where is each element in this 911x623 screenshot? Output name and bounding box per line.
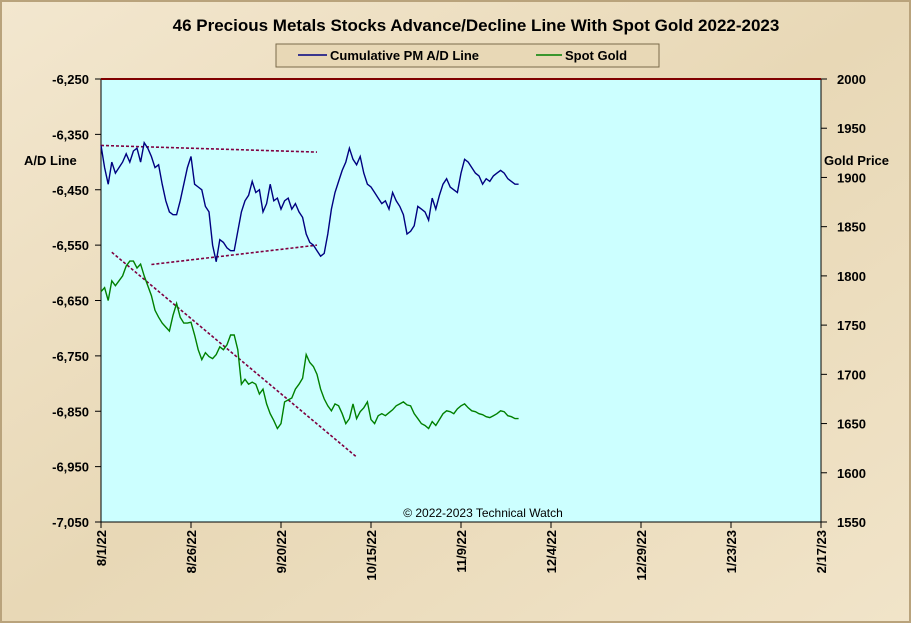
x-tick-label: 8/1/22 [94,530,109,566]
trendline-1 [100,144,318,153]
chart-title: 46 Precious Metals Stocks Advance/Declin… [173,16,780,35]
x-tick-label: 8/26/22 [184,530,199,573]
right-tick-label: 1950 [837,121,866,136]
left-axis: -6,250 -6,350 -6,450 -6,550 -6,650 -6,750 -6,8… [52,72,101,530]
x-tick-label: 2/17/23 [814,530,829,573]
legend-label-ad: Cumulative PM A/D Line [330,48,479,63]
x-tick-label: 11/9/22 [454,530,469,573]
left-tick-label: -6,550 [52,238,89,253]
right-tick-label: 1700 [837,367,866,382]
right-tick-label: 2000 [837,72,866,87]
right-tick-label: 1550 [837,515,866,530]
series-spot-gold [100,260,519,430]
right-axis-label: Gold Price [824,153,889,168]
left-axis-label: A/D Line [24,153,77,168]
trendline-2 [151,244,318,266]
left-tick-label: -6,450 [52,183,89,198]
x-tick-label: 12/4/22 [544,530,559,573]
left-tick-label: -6,250 [52,72,89,87]
x-axis: 8/1/22 8/26/22 9/20/22 10/15/22 11/9/22 12/4/… [94,522,829,581]
right-tick-label: 1600 [837,466,866,481]
right-tick-label: 1750 [837,318,866,333]
left-tick-label: -6,750 [52,349,89,364]
series-ad-line [100,140,519,262]
left-tick-label: -6,650 [52,294,89,309]
x-tick-label: 1/23/23 [724,530,739,573]
left-tick-label: -6,850 [52,404,89,419]
right-tick-label: 1850 [837,220,866,235]
left-tick-label: -6,350 [52,127,89,142]
plot-area [100,78,822,523]
trendlines [100,144,358,458]
x-tick-label: 9/20/22 [274,530,289,573]
right-tick-label: 1650 [837,417,866,432]
x-tick-label: 10/15/22 [364,530,379,581]
x-tick-label: 12/29/22 [634,530,649,581]
legend: Cumulative PM A/D Line Spot Gold [275,43,660,68]
left-tick-label: -6,950 [52,460,89,475]
copyright-note: © 2022-2023 Technical Watch [403,506,563,520]
left-tick-label: -7,050 [52,515,89,530]
right-tick-label: 1800 [837,269,866,284]
right-tick-label: 1900 [837,170,866,185]
right-axis: 2000 1950 1900 1850 1800 1750 1700 1650 1600 1550 [821,72,866,530]
trendline-3 [111,251,358,458]
legend-label-gold: Spot Gold [565,48,627,63]
